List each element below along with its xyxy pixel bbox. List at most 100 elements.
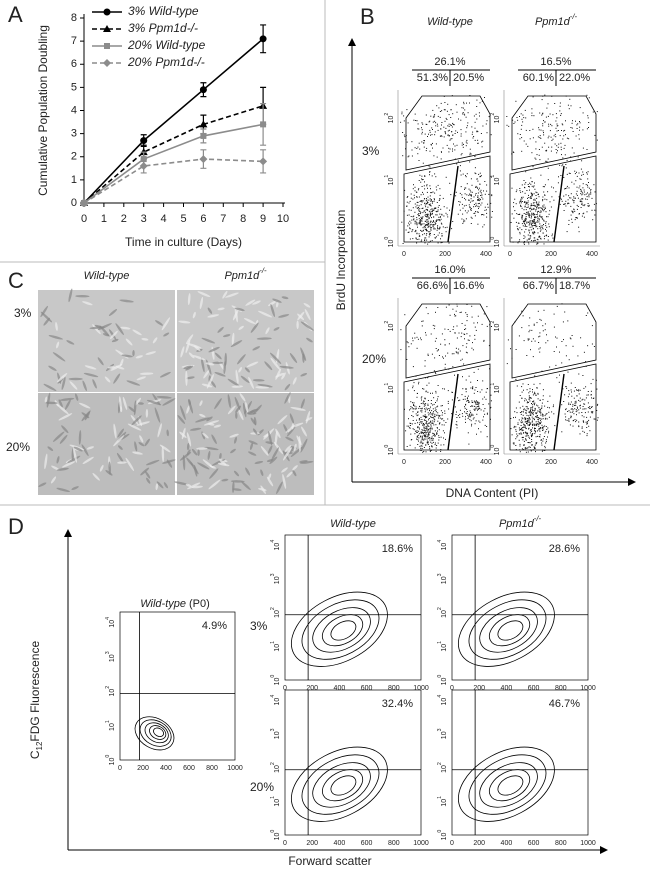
cell-dot: [484, 209, 486, 211]
cell-dot: [423, 210, 425, 212]
cell-dot: [425, 224, 427, 226]
cell-dot: [467, 399, 468, 401]
cell-dot: [542, 225, 544, 227]
cell-dot: [421, 443, 423, 445]
cell-dot: [534, 217, 535, 218]
cell: [254, 461, 264, 464]
cell-dot: [519, 443, 521, 445]
cell-dot: [531, 222, 533, 224]
cell-dot: [423, 400, 425, 402]
cell: [127, 423, 142, 431]
cell-dot: [524, 409, 526, 411]
cell-dot: [425, 416, 426, 418]
cell-dot: [418, 430, 420, 432]
cell-dot: [453, 197, 455, 199]
cell-dot: [455, 347, 457, 349]
cell-dot: [580, 337, 582, 339]
cell-dot: [415, 237, 417, 239]
cell: [116, 452, 124, 463]
cell-dot: [537, 205, 539, 206]
cell: [196, 447, 208, 450]
cell-dot: [420, 450, 422, 451]
cell-dot: [577, 197, 579, 199]
cell-dot: [584, 204, 586, 206]
cell-dot: [534, 199, 536, 201]
cell-dot: [543, 426, 545, 428]
cell-dot: [474, 212, 476, 214]
cell-dot: [510, 222, 512, 223]
cell-dot: [453, 124, 455, 126]
cell-dot: [475, 387, 477, 388]
cell-dot: [519, 201, 521, 202]
cell-dot: [432, 225, 434, 227]
cell-dot: [548, 213, 550, 215]
cell-dot: [538, 424, 540, 425]
cell-dot: [529, 235, 531, 237]
cell-dot: [532, 204, 534, 206]
cell-dot: [515, 426, 517, 428]
cell-dot: [416, 431, 417, 433]
cell-dot: [576, 389, 578, 391]
cell-dot: [424, 438, 426, 440]
tick-base: 10: [109, 757, 116, 765]
cell-dot: [576, 204, 578, 206]
cell-dot: [444, 102, 446, 103]
cell-dot: [468, 415, 470, 417]
cell-dot: [430, 200, 432, 202]
cell-dot: [443, 95, 445, 97]
label-text: Ppm1d: [535, 16, 571, 28]
gate-divider: [553, 165, 565, 243]
cell-dot: [458, 400, 460, 402]
cell: [266, 459, 273, 463]
cell-dot: [464, 334, 466, 335]
cell-dot: [523, 242, 525, 244]
contour: [144, 722, 169, 744]
cell-dot: [418, 427, 420, 429]
cell-dot: [531, 226, 533, 228]
cell-dot: [408, 202, 410, 204]
cell-dot: [448, 242, 450, 244]
cell-dot: [466, 388, 467, 390]
cell-dot: [423, 424, 425, 426]
cell-dot: [529, 446, 531, 448]
cell-dot: [452, 221, 454, 222]
cell-dot: [423, 419, 425, 421]
cell: [56, 467, 69, 471]
cell-dot: [482, 226, 484, 228]
y-tick-label: 3: [71, 128, 77, 140]
cell-dot: [586, 172, 588, 174]
cell-dot: [424, 220, 426, 222]
cell-dot: [407, 196, 409, 197]
cell-dot: [530, 203, 532, 205]
cell-dot: [525, 406, 527, 408]
cell-dot: [469, 413, 471, 415]
cell-dot: [449, 182, 451, 184]
cell-dot: [462, 113, 464, 115]
cell: [73, 446, 83, 452]
cell: [199, 400, 203, 407]
cell-dot: [464, 406, 465, 408]
cell-dot: [482, 140, 484, 142]
scatter-dots: [506, 303, 599, 453]
cell-dot: [521, 448, 523, 450]
cell-dot: [527, 221, 529, 223]
cell-dot: [530, 414, 532, 416]
cell-dot: [468, 375, 470, 377]
cell-dot: [541, 418, 543, 420]
cell: [192, 355, 206, 361]
cell-dot: [542, 123, 544, 125]
cell-dot: [530, 422, 532, 424]
cell-dot: [406, 205, 408, 207]
cell-dot: [535, 412, 537, 414]
cell-dot: [427, 391, 429, 393]
cell-dot: [436, 214, 438, 216]
cell-dot: [535, 221, 537, 223]
row-label: 3%: [362, 144, 380, 158]
cell-dot: [540, 421, 542, 423]
gate-divider: [553, 373, 565, 451]
cell-dot: [428, 433, 430, 435]
cell-dot: [432, 147, 433, 149]
cell-dot: [536, 442, 538, 444]
cell-dot: [529, 238, 531, 240]
cell-dot: [548, 146, 550, 148]
